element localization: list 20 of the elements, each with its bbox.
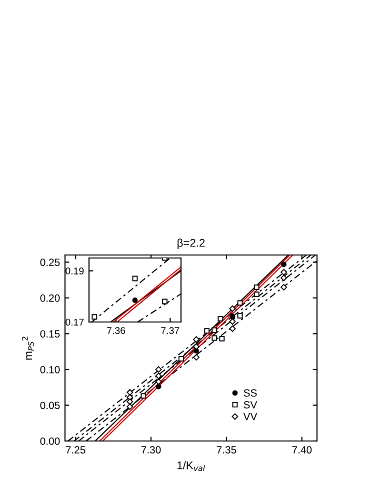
- x-axis-title: 1/K$_{val}$: [178, 461, 205, 472]
- y-tick-label: 0.10: [40, 366, 60, 374]
- y-tick-label: 0.05: [40, 402, 60, 410]
- y-tick-label: 0.25: [40, 258, 60, 266]
- x-tick-label: 7.40: [292, 446, 312, 454]
- y-tick-label: 0.20: [40, 294, 60, 302]
- x-tick-label: 7.36: [107, 327, 126, 334]
- legend-label: SS: [244, 389, 257, 397]
- y-tick-label: 0.17: [66, 318, 84, 326]
- chart-title: β=2.2: [178, 238, 205, 249]
- x-tick-label: 7.37: [161, 327, 180, 334]
- y-tick-label: 0.15: [40, 330, 60, 338]
- y-tick-label: 0.00: [40, 438, 60, 445]
- x-tick-label: 7.30: [141, 446, 161, 454]
- y-axis-title: m$_{PS}$$^{2}$: [22, 336, 34, 360]
- x-tick-label: 7.35: [216, 446, 236, 454]
- x-tick-label: 7.25: [66, 446, 86, 454]
- y-tick-label: 0.19: [66, 268, 84, 274]
- legend-label: VV: [243, 412, 258, 420]
- legend-label: SV: [244, 401, 258, 408]
